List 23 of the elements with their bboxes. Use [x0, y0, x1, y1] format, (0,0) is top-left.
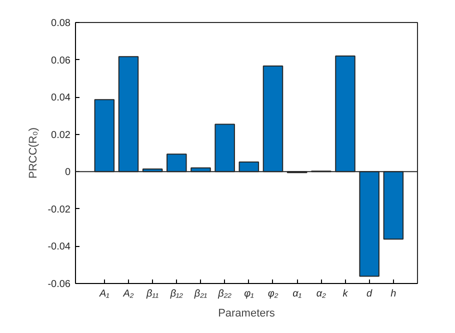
y-tick-label: 0.08 — [51, 18, 71, 29]
y-tick-label: 0.04 — [51, 92, 71, 104]
x-tick-label: φ₁ — [244, 288, 254, 300]
x-tick-label: h — [390, 288, 397, 300]
y-tick-label: 0 — [64, 167, 71, 178]
x-tick-label: β₁₂ — [169, 288, 184, 300]
y-axis-title: PRCC(R₀) — [28, 127, 40, 178]
x-tick-label: α₁ — [292, 288, 302, 300]
x-tick-label: A₁ — [98, 288, 110, 300]
y-tick-label: -0.04 — [48, 242, 71, 253]
x-tick-label: k — [342, 288, 349, 300]
x-tick-label: β₂₂ — [217, 288, 232, 300]
y-tick-label: -0.02 — [48, 204, 71, 216]
y-tick-label: -0.06 — [48, 279, 71, 290]
x-tick-label: α₂ — [316, 288, 326, 300]
x-tick-label: β₂₁ — [193, 288, 208, 300]
x-tick-label: φ₂ — [268, 288, 278, 300]
x-tick-label: A₂ — [122, 288, 134, 300]
x-tick-label: β₁₁ — [146, 288, 159, 300]
y-tick-label: 0.06 — [51, 55, 71, 66]
y-tick-label: 0.02 — [51, 130, 71, 141]
x-axis-title: Parameters — [218, 308, 276, 320]
x-tick-label: d — [366, 288, 373, 300]
